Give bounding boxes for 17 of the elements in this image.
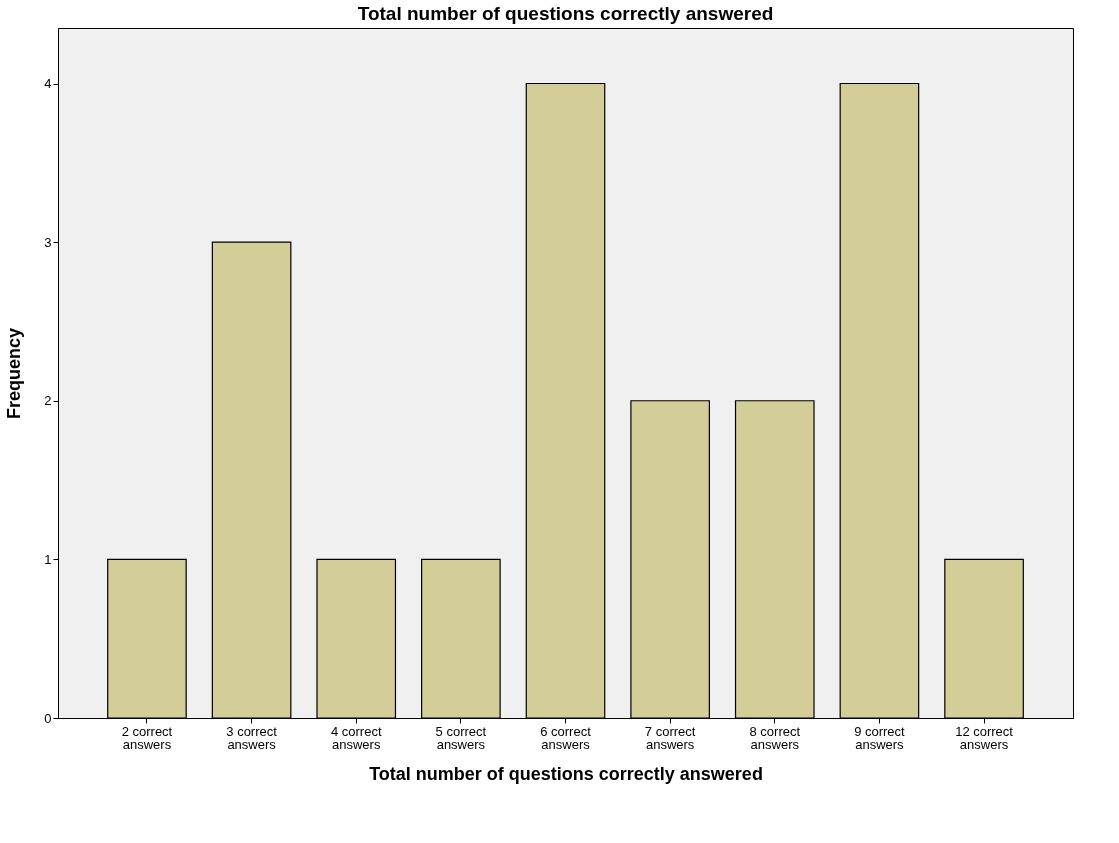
x-tick-label: 4 correct answers [330, 723, 382, 752]
x-tick-label: 6 correct answers [540, 723, 592, 752]
x-axis-title: Total number of questions correctly answered [369, 763, 763, 784]
chart-title: Total number of questions correctly answered [357, 3, 774, 24]
x-tick-label: 12 correct answers [955, 723, 1014, 752]
y-tick-label: 2 [44, 393, 52, 409]
x-tick-label: 2 correct answers [121, 723, 173, 752]
y-tick-label: 4 [44, 76, 52, 92]
x-tick-label: 3 correct answers [226, 723, 278, 752]
y-axis-title: Frequency [4, 327, 25, 420]
y-tick-label: 0 [44, 710, 52, 726]
x-tick-label: 7 correct answers [644, 723, 696, 752]
x-tick-label: 9 correct answers [854, 723, 906, 752]
y-tick-label: 1 [44, 551, 52, 567]
x-tick-label: 8 correct answers [749, 723, 801, 752]
x-tick-label: 5 correct answers [435, 723, 487, 752]
y-tick-label: 3 [44, 234, 52, 250]
